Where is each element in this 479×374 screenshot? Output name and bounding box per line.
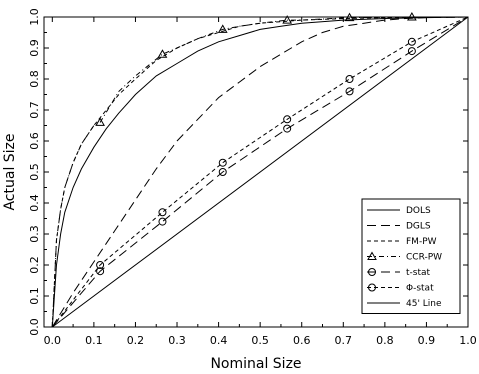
series-t-stat <box>51 16 469 328</box>
x-tick-label: 0.3 <box>168 334 186 347</box>
y-tick-label: 0.0 <box>28 318 41 336</box>
y-axis-title: Actual Size <box>2 133 18 210</box>
x-tick-label: 0.8 <box>376 334 394 347</box>
x-tick-label: 0.4 <box>210 334 228 347</box>
y-tick-label: 0.2 <box>28 256 41 274</box>
y-tick-label: 0.3 <box>28 225 41 243</box>
legend-box <box>361 198 461 314</box>
series-line-dgls <box>51 16 469 328</box>
series-layer <box>51 11 469 328</box>
legend-label: 45' Line <box>406 299 442 309</box>
legend-marker <box>367 251 377 260</box>
data-point-stat <box>96 261 105 269</box>
series-line-t-stat <box>51 16 469 328</box>
x-axis-title: Nominal Size <box>210 356 301 372</box>
data-point-t-stat <box>158 217 167 226</box>
series-dgls <box>51 16 469 328</box>
data-point-stat <box>283 115 292 124</box>
legend-label: CCR-PW <box>406 253 442 263</box>
legend-label: DGLS <box>406 222 431 232</box>
legend: DOLS DGLS FM-PW CCR-PW t-stat Φ-stat 45' Line <box>361 198 461 314</box>
series-fm-pw <box>51 16 469 328</box>
series-line-fm-pw <box>51 16 469 328</box>
legend-label: t-stat <box>406 268 431 278</box>
data-point-t-stat <box>283 124 292 133</box>
data-point-stat <box>218 158 227 167</box>
series-line-45-line <box>52 16 469 328</box>
x-axis: 0.0 0.1 0.2 0.3 0.4 0.5 0.6 0.7 0.8 0.9 1.0 <box>44 17 477 347</box>
series-stat <box>51 16 469 328</box>
y-tick-label: 1.0 <box>28 8 41 26</box>
data-point-t-stat <box>218 168 227 176</box>
series-line-stat <box>51 16 469 328</box>
y-tick-label: 0.1 <box>28 287 41 305</box>
y-tick-label: 0.8 <box>28 70 41 88</box>
series-dols <box>51 16 469 328</box>
x-tick-label: 0.2 <box>127 334 145 347</box>
x-tick-label: 0.6 <box>293 334 311 347</box>
x-tick-label: 0.9 <box>418 334 436 347</box>
x-tick-label: 0.0 <box>44 334 62 347</box>
legend-marker <box>368 283 376 292</box>
data-point-t-stat <box>345 87 354 96</box>
y-tick-label: 0.9 <box>28 39 41 57</box>
y-tick-label: 0.7 <box>28 101 41 119</box>
data-point-ccr-pw <box>95 117 105 126</box>
data-point-stat <box>345 75 354 83</box>
data-point-ccr-pw <box>157 49 168 58</box>
y-axis: 0.0 0.1 0.2 0.3 0.4 0.5 0.6 0.7 0.8 0.9 1.0 <box>28 8 468 336</box>
x-tick-label: 0.5 <box>251 334 269 347</box>
data-point-t-stat <box>407 47 416 56</box>
x-tick-label: 0.7 <box>335 334 353 347</box>
data-point-ccr-pw <box>282 15 293 24</box>
y-tick-label: 0.5 <box>28 163 41 181</box>
series-line-dols <box>51 16 469 328</box>
data-point-stat <box>158 208 167 217</box>
series-45-line <box>52 16 469 328</box>
data-point-stat <box>407 37 416 46</box>
legend-label: FM-PW <box>406 237 437 247</box>
legend-label: DOLS <box>406 206 431 216</box>
data-point-t-stat <box>96 267 105 276</box>
legend-marker <box>368 268 376 276</box>
y-tick-label: 0.6 <box>28 132 41 150</box>
legend-label: Φ-stat <box>406 284 434 294</box>
x-tick-label: 0.1 <box>85 334 103 347</box>
y-tick-label: 0.4 <box>28 194 41 212</box>
x-tick-label: 1.0 <box>459 334 477 347</box>
data-point-ccr-pw <box>217 24 228 33</box>
